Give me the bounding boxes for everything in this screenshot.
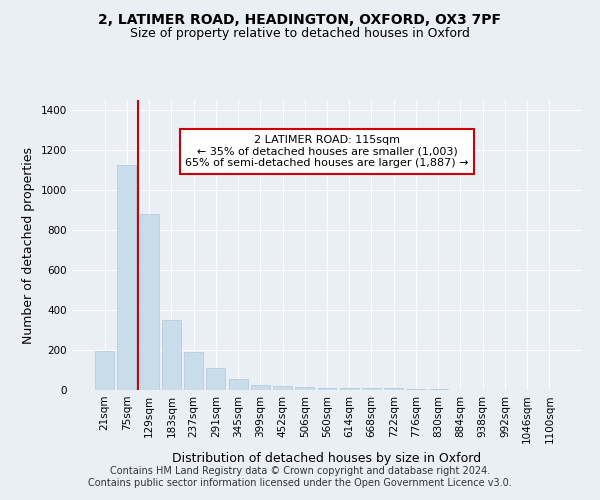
Bar bbox=[362, 388, 381, 390]
Bar bbox=[229, 379, 248, 390]
Bar bbox=[118, 165, 136, 390]
Bar bbox=[184, 352, 203, 390]
Text: Contains HM Land Registry data © Crown copyright and database right 2024.
Contai: Contains HM Land Registry data © Crown c… bbox=[88, 466, 512, 487]
Bar bbox=[295, 387, 314, 390]
Bar bbox=[273, 386, 292, 390]
X-axis label: Distribution of detached houses by size in Oxford: Distribution of detached houses by size … bbox=[172, 452, 482, 465]
Bar bbox=[251, 385, 270, 390]
Text: 2, LATIMER ROAD, HEADINGTON, OXFORD, OX3 7PF: 2, LATIMER ROAD, HEADINGTON, OXFORD, OX3… bbox=[98, 12, 502, 26]
Bar bbox=[384, 388, 403, 390]
Bar bbox=[340, 388, 359, 390]
Y-axis label: Number of detached properties: Number of detached properties bbox=[22, 146, 35, 344]
Bar bbox=[95, 351, 114, 390]
Bar bbox=[140, 214, 158, 390]
Bar bbox=[162, 320, 181, 390]
Text: 2 LATIMER ROAD: 115sqm
← 35% of detached houses are smaller (1,003)
65% of semi-: 2 LATIMER ROAD: 115sqm ← 35% of detached… bbox=[185, 135, 469, 168]
Bar bbox=[206, 368, 225, 390]
Text: Size of property relative to detached houses in Oxford: Size of property relative to detached ho… bbox=[130, 28, 470, 40]
Bar bbox=[406, 389, 425, 390]
Bar bbox=[317, 388, 337, 390]
